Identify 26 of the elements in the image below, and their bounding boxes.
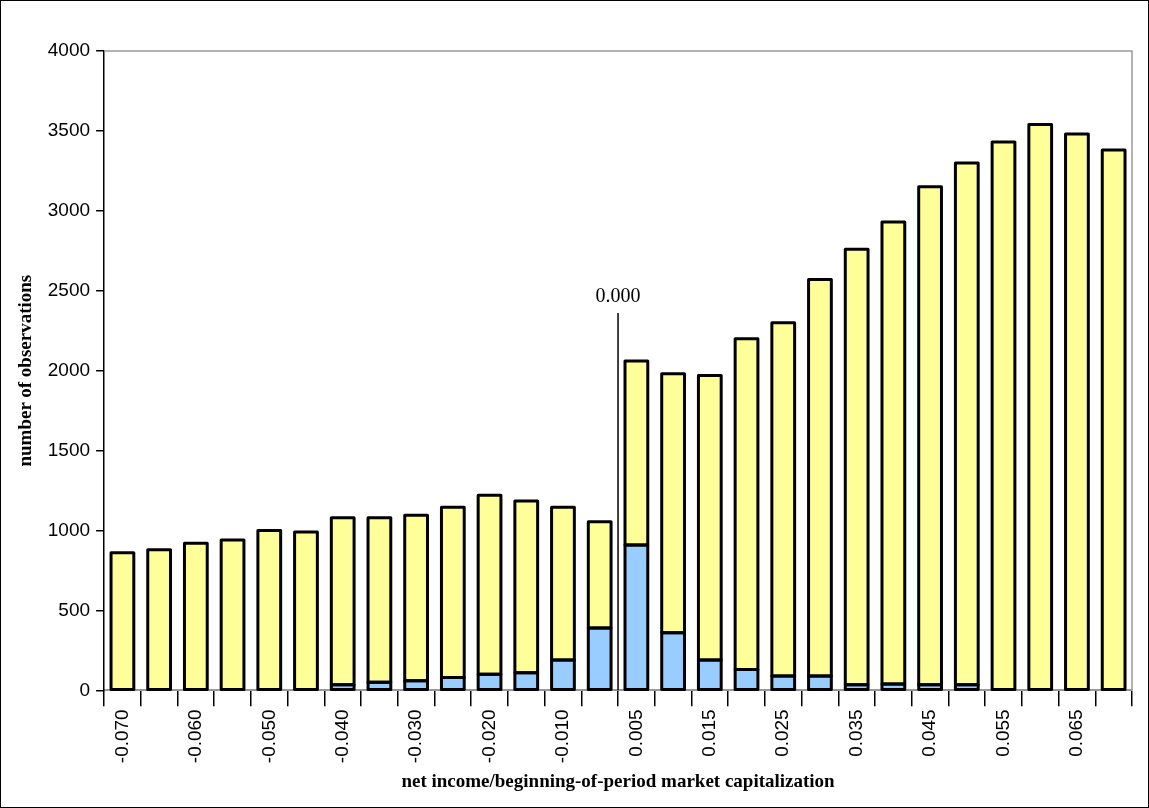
y-tick-label: 1000 [47,518,91,540]
x-axis-title: net income/beginning-of-period market capitalization [401,769,836,791]
x-tick-label: -0.030 [404,709,426,764]
x-tick-label: 0.035 [844,709,866,757]
x-tick-label: -0.020 [477,709,499,764]
x-tick-label: -0.050 [257,709,279,764]
y-tick-label: 3500 [47,119,91,141]
y-tick-label: 0 [79,678,91,700]
x-tick-label: 0.005 [624,709,646,757]
y-tick-label: 2000 [47,358,91,380]
x-tick-label: -0.060 [184,709,206,764]
y-tick-label: 500 [58,598,91,620]
x-tick-label: 0.065 [1065,709,1087,757]
y-tick-label: 3000 [47,199,91,221]
x-tick-label: -0.070 [110,709,132,764]
y-tick-label: 4000 [47,39,91,61]
y-tick-label: 1500 [47,438,91,460]
x-tick-label: 0.045 [918,709,940,757]
annotation: 0.000 [595,284,641,307]
y-axis-title: number of observations [14,274,36,467]
x-tick-label: 0.025 [771,709,793,757]
y-tick-label: 2500 [47,278,91,300]
x-tick-label: -0.010 [551,709,573,764]
x-tick-label: 0.055 [991,709,1013,757]
x-tick-label: 0.015 [698,709,720,757]
x-tick-label: -0.040 [330,709,352,764]
